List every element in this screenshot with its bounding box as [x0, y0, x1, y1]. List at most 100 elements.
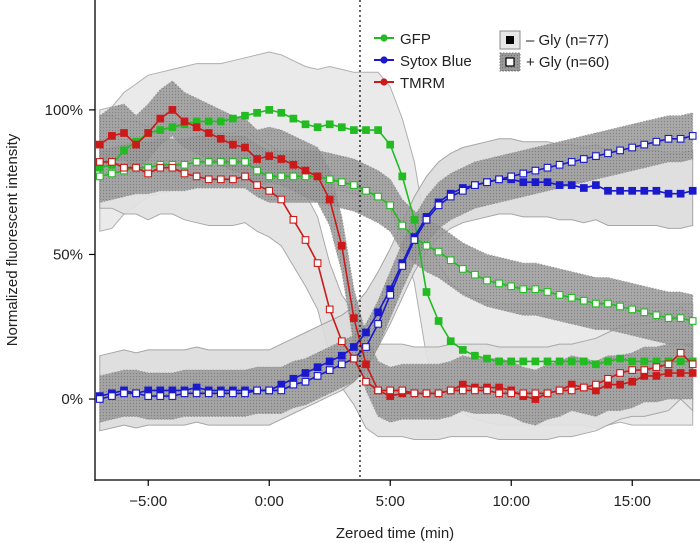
data-point: [543, 357, 552, 366]
data-point: [325, 120, 334, 129]
data-point: [277, 108, 286, 117]
data-point: [337, 337, 346, 346]
data-point: [216, 134, 225, 143]
data-point: [120, 146, 128, 155]
data-point: [192, 123, 201, 132]
legend-plus-gly: + Gly (n=60): [499, 52, 609, 72]
data-point: [592, 181, 600, 189]
data-point: [567, 357, 576, 366]
x-tick-label: 10:00: [492, 493, 530, 510]
data-point: [180, 389, 189, 398]
data-point: [640, 186, 649, 195]
data-point: [616, 354, 624, 363]
data-point: [688, 317, 697, 325]
series-3: [95, 132, 697, 403]
data-point: [362, 343, 370, 351]
legend-minus-gly-marker: [506, 36, 514, 44]
data-point: [192, 389, 201, 398]
data-point: [422, 241, 431, 250]
data-point: [168, 392, 177, 400]
data-point: [495, 389, 503, 398]
data-point: [386, 386, 395, 395]
data-point: [229, 140, 237, 149]
data-point: [676, 369, 685, 377]
data-point: [108, 158, 116, 166]
data-point: [434, 201, 443, 210]
data-point: [471, 270, 479, 279]
data-point: [180, 160, 189, 169]
data-point: [664, 134, 673, 143]
legend-minus-gly-label: – Gly (n=77): [526, 32, 609, 49]
data-point: [567, 181, 576, 189]
data-point: [350, 181, 358, 189]
data-point: [192, 158, 201, 166]
legend-tmrm: TMRM: [374, 75, 445, 92]
data-point: [507, 172, 516, 181]
data-point: [216, 175, 225, 184]
legend-minus-gly: – Gly (n=77): [499, 30, 609, 50]
data-point: [241, 172, 249, 181]
data-point: [301, 236, 310, 244]
data-point: [628, 305, 637, 314]
data-point: [265, 106, 274, 114]
data-point: [616, 369, 624, 377]
data-point: [362, 377, 370, 386]
data-point: [688, 360, 697, 369]
data-point: [229, 175, 237, 184]
data-point: [277, 155, 286, 163]
data-point: [325, 195, 334, 204]
data-point: [241, 389, 249, 398]
data-point: [386, 291, 395, 299]
data-point: [289, 215, 298, 224]
data-point: [386, 140, 395, 149]
data-point: [253, 181, 261, 189]
data-point: [265, 386, 274, 395]
data-point: [410, 215, 419, 224]
data-point: [483, 386, 491, 395]
data-point: [555, 160, 564, 169]
data-point: [604, 357, 612, 366]
data-point: [168, 106, 177, 114]
data-point: [579, 357, 588, 366]
data-point: [483, 354, 491, 363]
data-point: [120, 129, 128, 137]
data-point: [398, 221, 407, 230]
data-point: [337, 351, 346, 360]
data-point: [531, 166, 540, 175]
legend-tmrm-label: TMRM: [400, 75, 445, 92]
data-point: [543, 288, 552, 296]
data-point: [531, 357, 540, 366]
data-point: [204, 117, 213, 126]
data-point: [688, 132, 697, 140]
data-point: [337, 178, 346, 187]
data-point: [156, 392, 165, 400]
data-point: [531, 389, 540, 398]
legend-sytox-marker: [380, 56, 388, 64]
data-point: [652, 311, 661, 320]
legend: GFP Sytox Blue TMRM – Gly (n=77): [374, 30, 609, 92]
data-point: [398, 386, 407, 395]
data-point: [120, 163, 128, 172]
data-point: [555, 181, 564, 189]
data-point: [301, 377, 310, 386]
data-point: [446, 337, 455, 346]
data-point: [543, 163, 552, 172]
data-point: [386, 201, 395, 210]
data-point: [676, 348, 685, 357]
data-point: [471, 351, 479, 360]
data-point: [567, 386, 576, 395]
data-point: [374, 192, 382, 201]
data-point: [362, 360, 370, 369]
data-point: [531, 285, 540, 294]
legend-plus-gly-marker: [505, 57, 515, 67]
data-point: [628, 366, 637, 374]
data-point: [180, 117, 189, 126]
x-tick-label: −5:00: [129, 493, 167, 510]
data-point: [446, 386, 455, 395]
data-point: [652, 186, 661, 195]
data-point: [676, 314, 685, 322]
data-point: [229, 114, 237, 123]
data-point: [519, 285, 528, 294]
data-point: [434, 317, 443, 325]
